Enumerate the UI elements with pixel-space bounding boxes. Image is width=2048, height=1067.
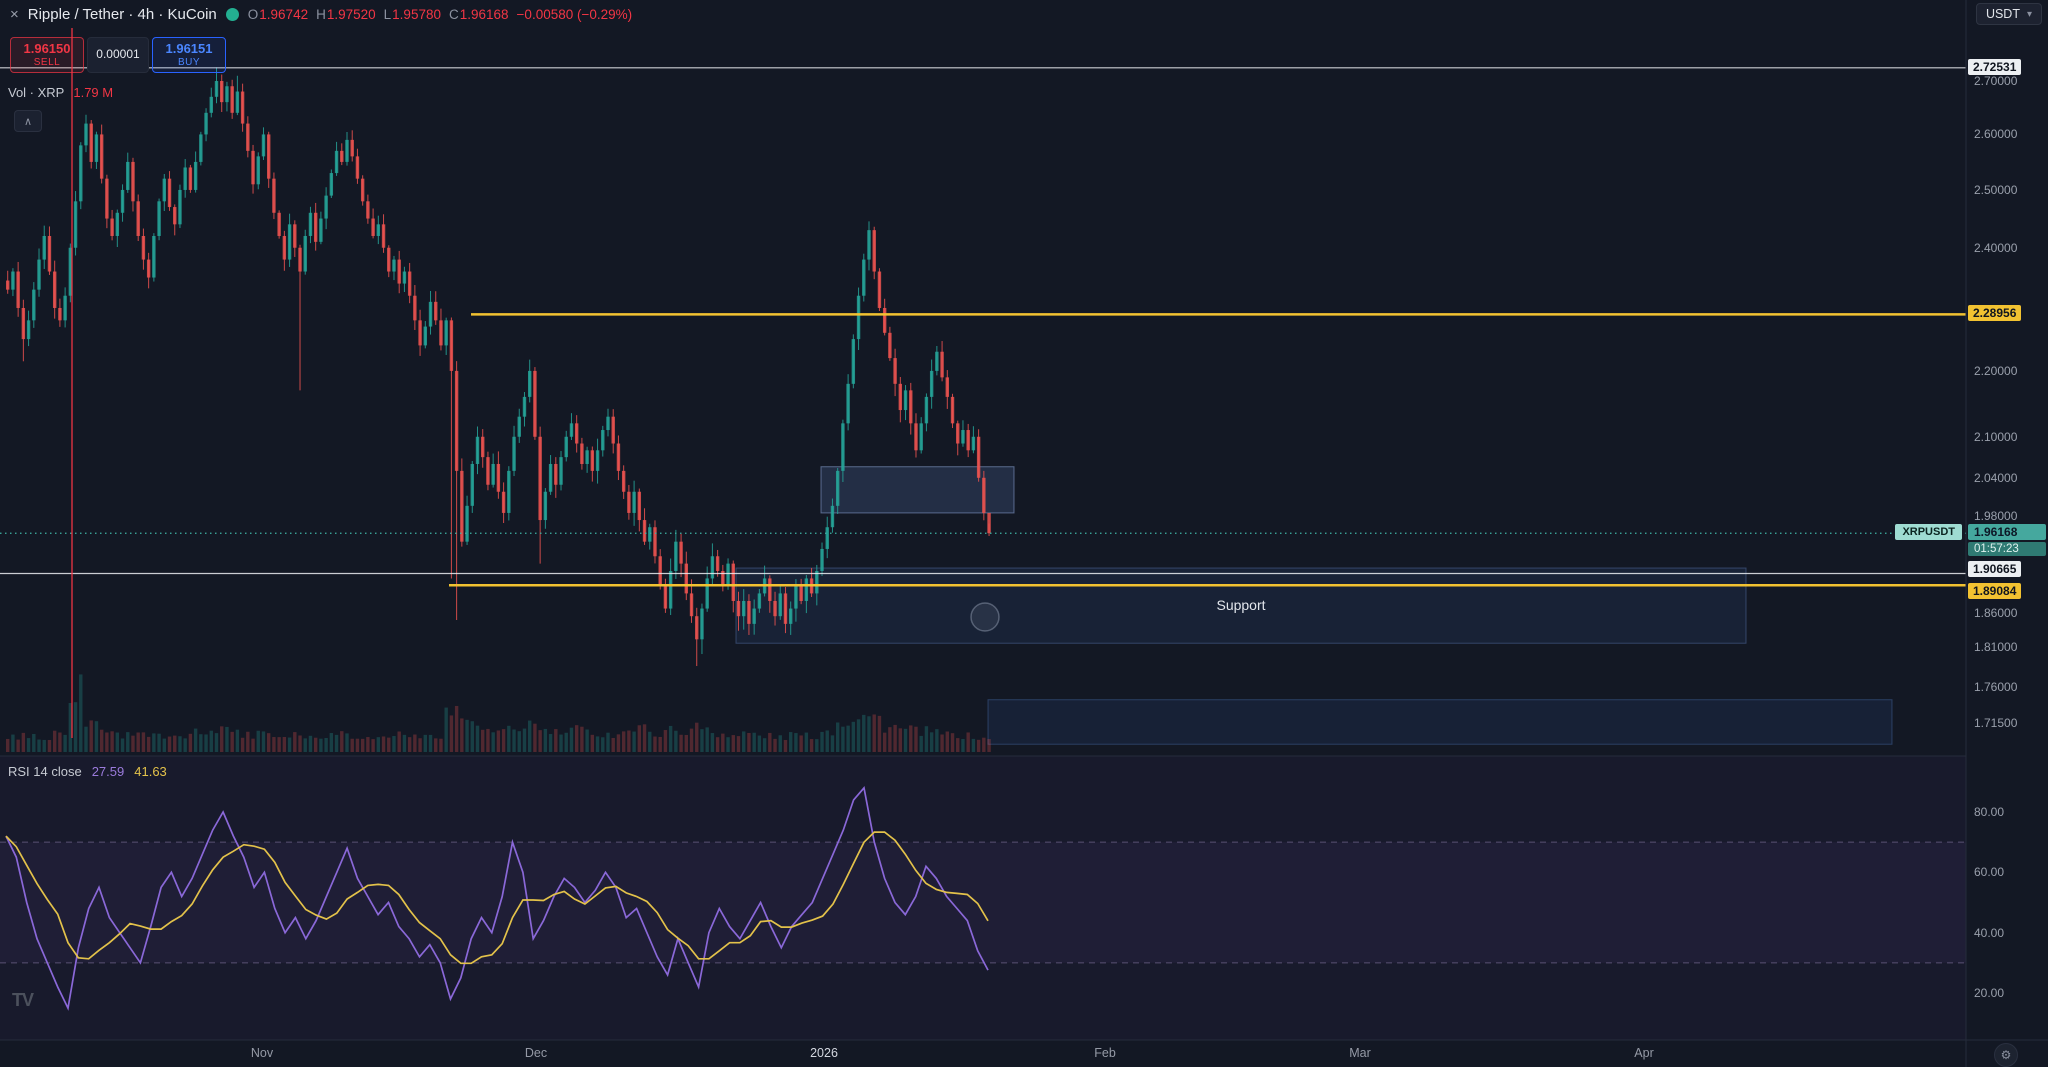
rsi-ma-line bbox=[5, 831, 989, 965]
rsi-line bbox=[5, 786, 989, 1011]
ohlc-high-value: 1.97520 bbox=[326, 7, 376, 22]
buy-price: 1.96151 bbox=[165, 40, 213, 56]
bar-countdown-label: 01:57:23 bbox=[1968, 542, 2046, 557]
price-axis-label: 1.89084 bbox=[1968, 583, 2022, 600]
chevron-up-icon: ∧ bbox=[23, 115, 33, 128]
price-axis-label: 2.50000 bbox=[1974, 182, 2018, 197]
price-axis-label: 2.04000 bbox=[1974, 470, 2018, 485]
price-axis-label: 2.10000 bbox=[1974, 429, 2018, 444]
ohlc-close-label: C bbox=[448, 7, 459, 22]
currency-selector-label: USDT bbox=[1985, 7, 2020, 21]
ohlc-open-label: O bbox=[247, 7, 259, 22]
tradingview-logo[interactable]: TV bbox=[12, 990, 34, 1010]
currency-selector[interactable]: USDT ▾ bbox=[1975, 3, 2042, 25]
gear-icon: ⚙ bbox=[2000, 1048, 2012, 1062]
volume-bars bbox=[6, 674, 991, 752]
time-axis-label: Mar bbox=[1349, 1046, 1371, 1060]
current-price-label: 1.96168 bbox=[1968, 524, 2046, 541]
candles bbox=[6, 67, 991, 667]
price-axis-label: 1.81000 bbox=[1974, 640, 2018, 655]
price-axis-label: 2.40000 bbox=[1974, 240, 2018, 255]
ohlc-low-label: L bbox=[383, 7, 392, 22]
rsi-band-fill bbox=[0, 842, 1966, 963]
chevron-down-icon: ▾ bbox=[2026, 8, 2032, 20]
ohlc-low-value: 1.95780 bbox=[392, 7, 441, 22]
symbol-title[interactable]: Ripple / Tether · 4h · KuCoin bbox=[27, 6, 217, 23]
price-axis-label: 2.72531 bbox=[1968, 58, 2022, 75]
timezone-settings-button[interactable]: ⚙ bbox=[1994, 1043, 2018, 1067]
buy-button[interactable]: 1.96151 BUY bbox=[152, 37, 226, 73]
time-axis-label: Dec bbox=[524, 1046, 548, 1060]
price-axis-label: 1.90665 bbox=[1968, 561, 2022, 578]
rsi-axis-label: 40.00 bbox=[1974, 925, 2005, 940]
time-axis[interactable]: Nov Dec 2026 Feb Mar Apr bbox=[0, 1040, 2048, 1067]
close-icon[interactable]: × bbox=[10, 6, 19, 23]
rsi-current-value: 27.59 bbox=[91, 764, 125, 779]
rsi-ma-current-value: 41.63 bbox=[134, 764, 167, 779]
rsi-pane-background bbox=[0, 756, 1966, 1040]
buy-label: BUY bbox=[177, 56, 201, 68]
sell-button[interactable]: 1.96150 SELL bbox=[10, 37, 84, 73]
price-axis-label: 1.71500 bbox=[1974, 716, 2018, 731]
spread-value: 0.00001 bbox=[96, 47, 140, 62]
price-axis-label: 2.60000 bbox=[1974, 127, 2018, 142]
price-axis-label: 1.76000 bbox=[1974, 679, 2018, 694]
time-axis-label: 2026 bbox=[810, 1046, 838, 1060]
time-axis-label: Nov bbox=[250, 1046, 274, 1060]
price-axis-label: 1.98000 bbox=[1974, 509, 2018, 524]
trade-widget: 1.96150 SELL 0.00001 1.96151 BUY bbox=[10, 37, 226, 73]
support-zone-label[interactable]: Support bbox=[1216, 596, 1266, 613]
ohlc-high-label: H bbox=[316, 7, 326, 22]
legend-collapse-button[interactable]: ∧ bbox=[14, 110, 42, 132]
price-change: −0.00580 (−0.29%) bbox=[516, 7, 633, 22]
time-axis-label: Apr bbox=[1634, 1046, 1654, 1060]
spread-value-box: 0.00001 bbox=[87, 37, 149, 73]
time-axis-label: Feb bbox=[1094, 1046, 1116, 1060]
sell-price: 1.96150 bbox=[23, 40, 71, 56]
rsi-legend: RSI 14 close 27.59 41.63 bbox=[8, 764, 167, 779]
sell-label: SELL bbox=[33, 56, 61, 68]
price-axis-label: 2.70000 bbox=[1974, 74, 2018, 88]
ohlc-open-value: 1.96742 bbox=[259, 7, 309, 22]
volume-legend-value: 1.79 M bbox=[73, 85, 114, 100]
ohlc-readout: O 1.96742 H 1.97520 L 1.95780 C 1.96168 −0.0… bbox=[248, 7, 632, 22]
price-axis-label: 2.20000 bbox=[1974, 363, 2018, 378]
ohlc-close-value: 1.96168 bbox=[459, 7, 509, 22]
drawing-handle-circle[interactable] bbox=[970, 602, 1000, 632]
volume-legend-label: Vol · XRP bbox=[8, 85, 65, 100]
rsi-axis-label: 60.00 bbox=[1974, 865, 2005, 880]
price-axis-label: 1.86000 bbox=[1974, 605, 2018, 620]
price-line-symbol-tag: XRPUSDT bbox=[1895, 524, 1962, 541]
rsi-axis-label: 20.00 bbox=[1974, 986, 2005, 1000]
consolidation-box[interactable] bbox=[820, 466, 1015, 514]
price-axis[interactable]: 2.72531 2.70000 2.60000 2.50000 2.40000 2.289… bbox=[1966, 0, 2048, 1040]
support-zone[interactable] bbox=[735, 567, 1747, 644]
price-axis-label: 2.28956 bbox=[1968, 305, 2022, 322]
lower-zone[interactable] bbox=[987, 699, 1893, 745]
symbol-legend-row: × Ripple / Tether · 4h · KuCoin O 1.96742… bbox=[10, 6, 632, 23]
rsi-axis-label: 80.00 bbox=[1974, 804, 2005, 819]
volume-legend: Vol · XRP 1.79 M bbox=[8, 85, 113, 100]
rsi-legend-label: RSI 14 close bbox=[8, 764, 82, 779]
market-status-dot bbox=[225, 8, 239, 21]
